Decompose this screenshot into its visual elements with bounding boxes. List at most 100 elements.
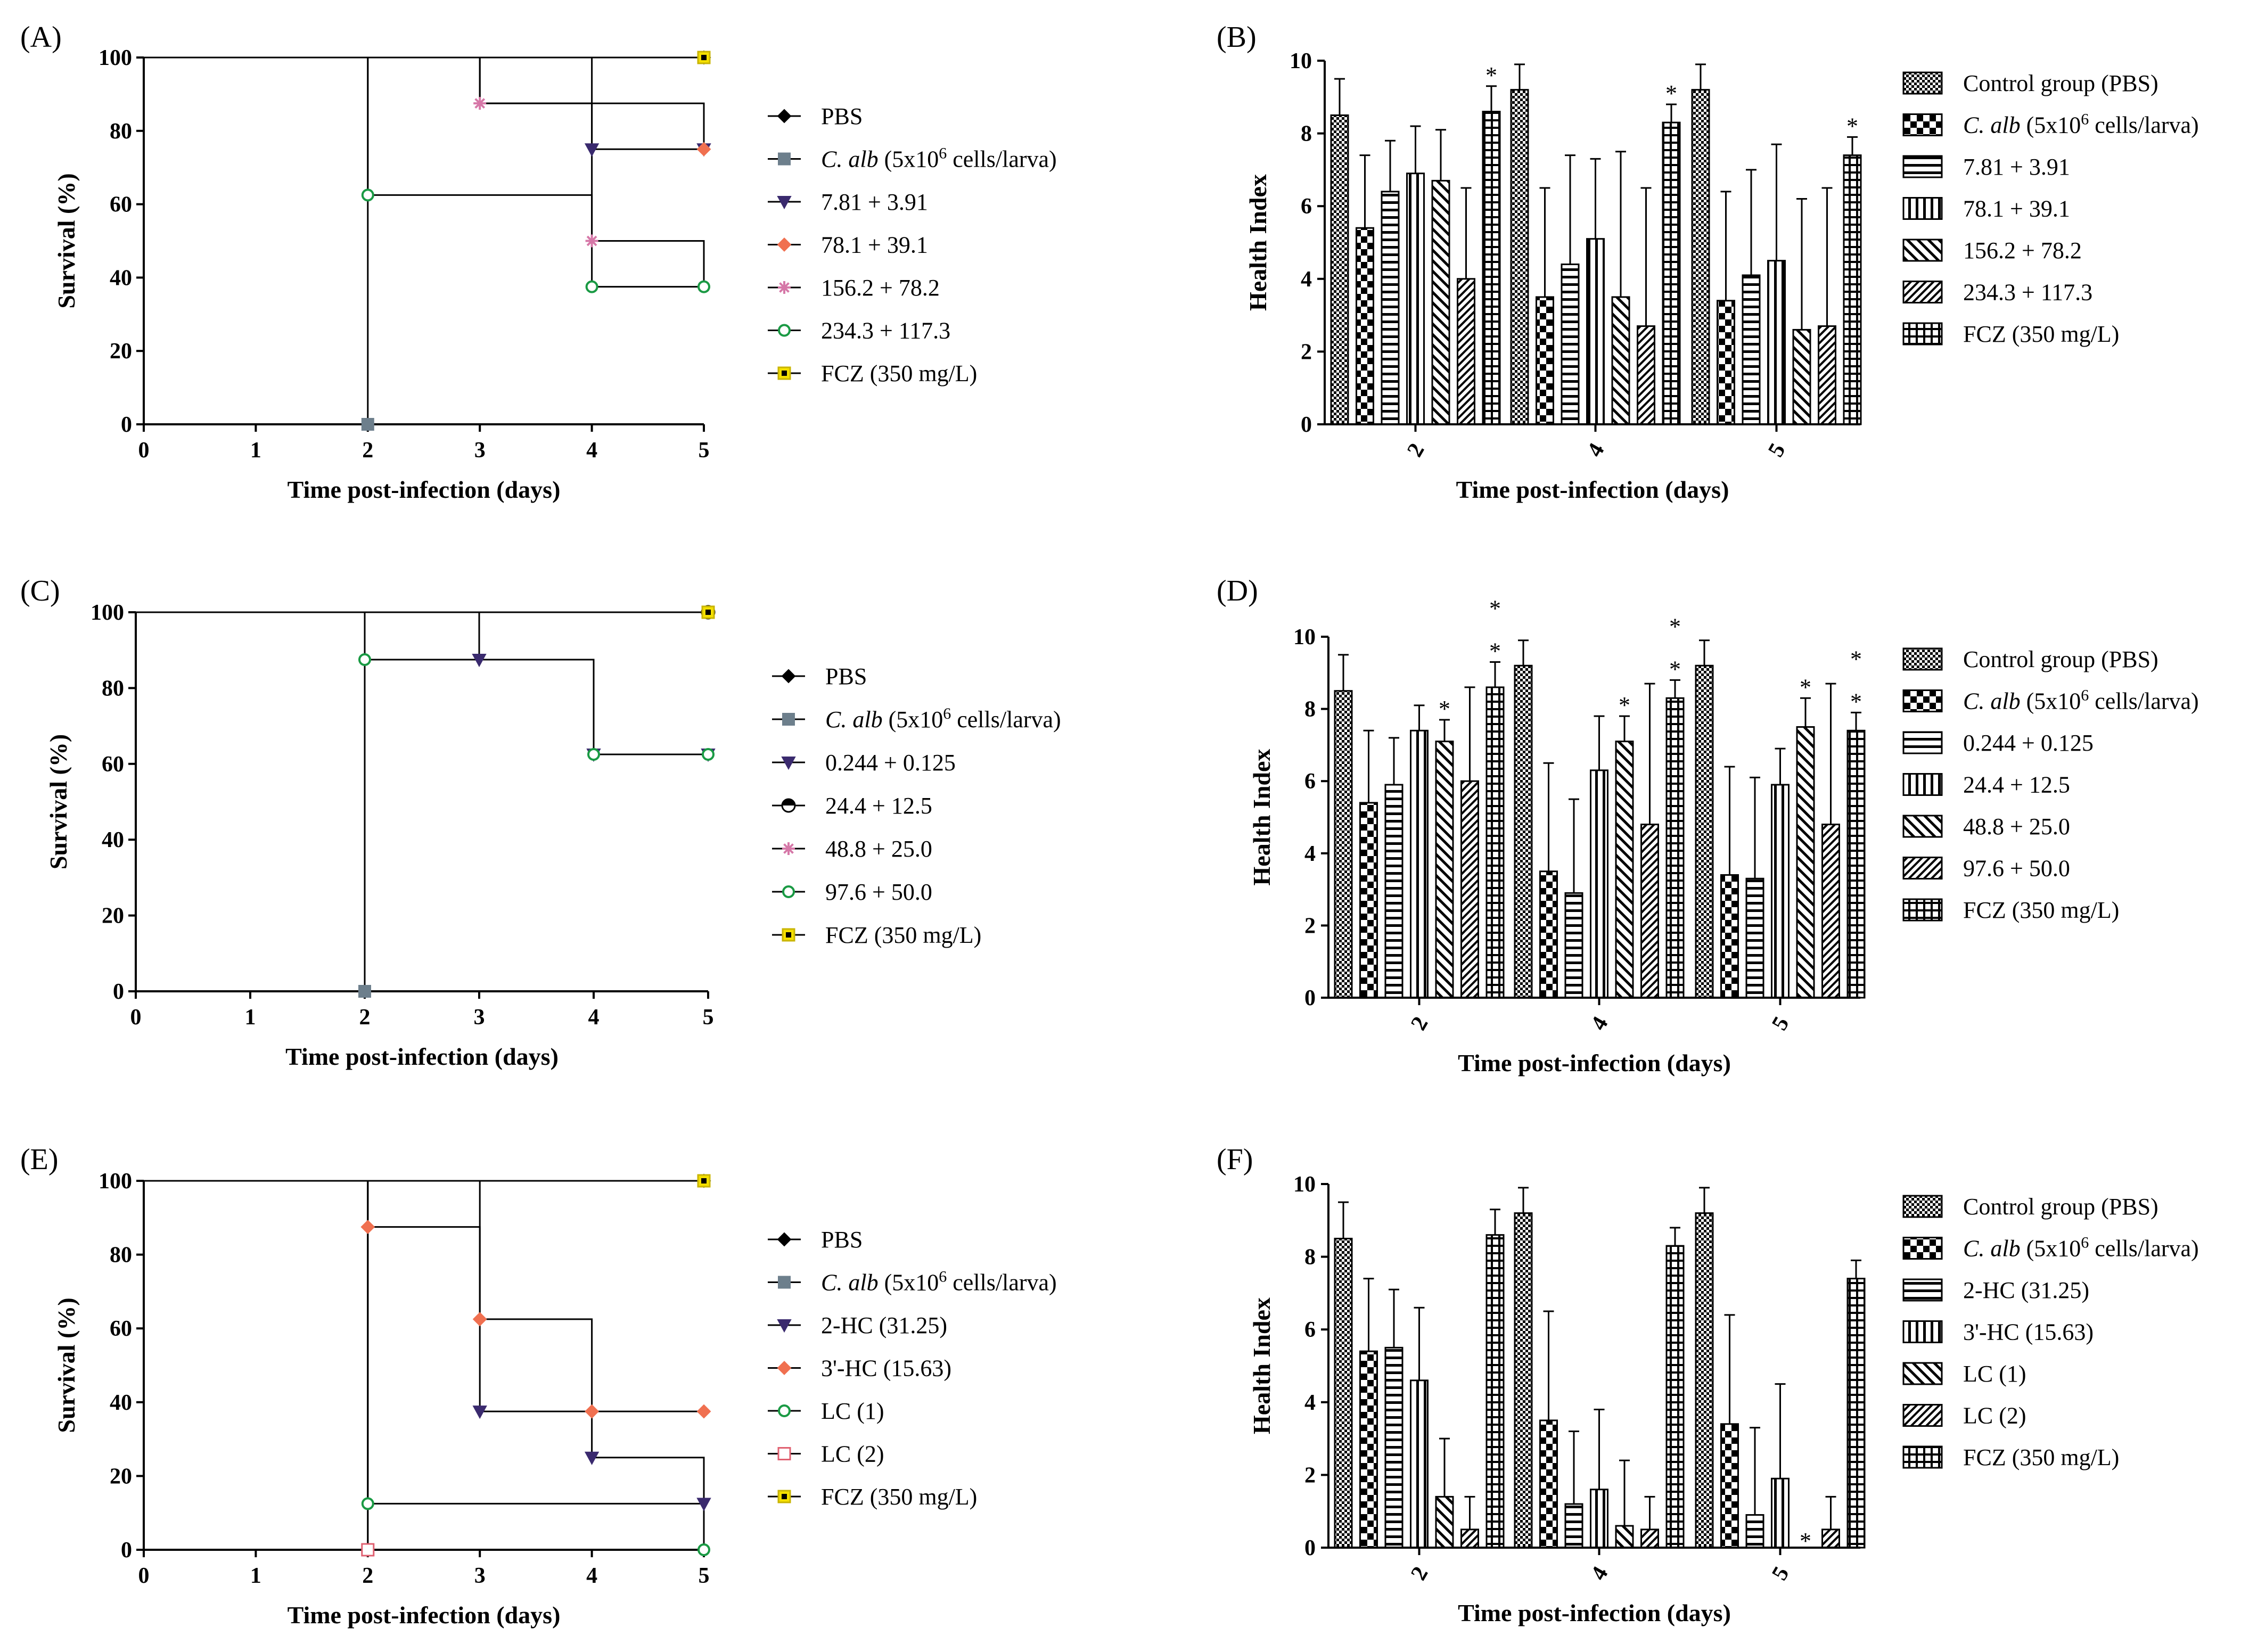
- legend-label-2: 2-HC (31.25): [821, 1312, 947, 1338]
- survival-line-4: [144, 56, 705, 287]
- survival-point-5-2: [697, 280, 710, 293]
- legend-label-4: 156.2 + 78.2: [1963, 237, 2082, 264]
- legend-label-3: 78.1 + 39.1: [821, 232, 928, 258]
- survival-point-2-1: [584, 1451, 600, 1465]
- bar-1-2: [1564, 892, 1583, 999]
- legend-label-5: 234.3 + 117.3: [821, 318, 950, 344]
- survival-point-4-0: [473, 97, 487, 110]
- x-axis-title: Time post-infection (days): [288, 1601, 561, 1629]
- bar-0-6: [1482, 111, 1501, 425]
- legend-swatch-5: [1902, 1404, 1943, 1427]
- y-tick-label: 80: [110, 119, 132, 144]
- y-tick-label: 0: [113, 980, 124, 1004]
- x-tick-label: 4: [1586, 1013, 1613, 1034]
- y-tick-label: 0: [1304, 1536, 1316, 1560]
- legend-marker-4: [778, 281, 791, 294]
- bar-1-3: [1590, 1489, 1608, 1549]
- y-tick-label: 10: [1293, 625, 1316, 650]
- bar-1-1: [1539, 1419, 1558, 1549]
- legend-marker-1: [778, 152, 791, 166]
- x-tick-label: 5: [1767, 1563, 1794, 1584]
- legend-swatch-4: [1902, 239, 1943, 262]
- panel-d: (D) * * * * * * * * * 0 2 4 6 8 10 2 4 5 Time post-infectio…: [1217, 574, 2199, 1076]
- survival-point-3-0: [360, 1220, 375, 1235]
- bar-2-6: [1843, 154, 1862, 425]
- legend-label-5: 234.3 + 117.3: [1963, 280, 2092, 306]
- survival-point-5-0: [361, 188, 374, 202]
- x-tick-label: 2: [1402, 439, 1429, 461]
- bar-1-3: [1586, 238, 1605, 425]
- bar-0-5: [1460, 780, 1479, 999]
- legend-marker-3-fill: [782, 799, 795, 806]
- bar-2-3: [1767, 260, 1786, 425]
- x-tick-label: 2: [359, 1005, 371, 1030]
- bar-2-5: [1821, 1528, 1840, 1549]
- survival-point-3-2: [585, 1404, 600, 1419]
- panel-label: (C): [20, 574, 60, 607]
- y-tick-label: 6: [1304, 1318, 1316, 1342]
- y-tick-label: 100: [99, 1169, 132, 1194]
- legend-swatch-1: [1902, 113, 1943, 136]
- legend-label-0: Control group (PBS): [1963, 70, 2158, 96]
- y-tick-label: 4: [1301, 267, 1312, 292]
- survival-line-2: [144, 1180, 705, 1504]
- y-axis-title: Health Index: [1244, 174, 1271, 311]
- survival-point-2-0: [472, 654, 487, 668]
- legend-label-3: 3'-HC (15.63): [1963, 1319, 2094, 1345]
- legend-label-4: LC (1): [1963, 1361, 2026, 1387]
- bar-1-0: [1514, 1212, 1533, 1549]
- survival-line-1: [144, 56, 369, 424]
- significance-star: *: [1800, 1528, 1811, 1554]
- bar-0-4: [1431, 179, 1450, 425]
- legend-label-1: C. alb (5x106 cells/larva): [825, 705, 1061, 733]
- legend-label-2: 2-HC (31.25): [1963, 1277, 2089, 1303]
- y-axis-title: Survival (%): [45, 734, 72, 869]
- legend-swatch-4: [1902, 815, 1943, 838]
- bar-1-1: [1539, 870, 1558, 999]
- bar-2-0: [1695, 1212, 1714, 1549]
- legend-marker-0: [777, 1232, 792, 1247]
- y-axis-title: Survival (%): [53, 173, 80, 308]
- y-tick-label: 100: [91, 601, 124, 625]
- significance-star: *: [1850, 688, 1862, 714]
- legend-label-4: LC (1): [821, 1398, 884, 1424]
- legend-swatch-6: [1902, 322, 1943, 346]
- x-tick-label: 2: [362, 438, 373, 463]
- x-tick-label: 2: [362, 1564, 373, 1588]
- legend-marker-3: [777, 1361, 792, 1375]
- legend-marker-6-center: [782, 371, 787, 376]
- y-tick-label: 0: [1304, 986, 1316, 1010]
- legend-label-1: C. alb (5x106 cells/larva): [821, 1268, 1057, 1296]
- significance-star: *: [1619, 692, 1630, 718]
- legend-label-6: FCZ (350 mg/L): [1963, 1444, 2119, 1470]
- legend-swatch-3: [1902, 197, 1943, 220]
- bar-0-4: [1435, 741, 1454, 999]
- panel-c: (C) 0 20 40 60 80 100 0 1 2 3 4 5 Time post-infection…: [20, 574, 1061, 1070]
- survival-point-3-3: [696, 1404, 711, 1419]
- x-tick-label: 5: [1767, 1013, 1794, 1034]
- survival-point-4-1: [697, 1543, 710, 1556]
- bar-0-5: [1460, 1528, 1479, 1549]
- legend-label-1: C. alb (5x106 cells/larva): [1963, 1234, 2199, 1262]
- x-tick-label: 4: [1582, 439, 1609, 461]
- bar-1-4: [1615, 741, 1634, 999]
- survival-line-4: [144, 1180, 705, 1550]
- y-tick-label: 4: [1304, 842, 1316, 866]
- bar-1-4: [1615, 1525, 1634, 1549]
- survival-point-4-0: [361, 1497, 374, 1510]
- survival-point-5-0: [358, 653, 371, 666]
- y-tick-label: 2: [1301, 340, 1312, 364]
- survival-point-6-0-center: [705, 610, 711, 615]
- bar-0-4: [1435, 1495, 1454, 1549]
- bar-2-1: [1720, 874, 1739, 999]
- legend-label-6: FCZ (350 mg/L): [825, 922, 981, 948]
- panel-label: (F): [1217, 1143, 1253, 1176]
- survival-point-3-1: [472, 1312, 487, 1327]
- legend-label-0: PBS: [825, 663, 867, 689]
- legend-label-1: C. alb (5x106 cells/larva): [821, 145, 1057, 172]
- panel-label: (D): [1217, 574, 1258, 607]
- legend-swatch-2: [1902, 155, 1943, 178]
- x-axis-title: Time post-infection (days): [1458, 1599, 1731, 1626]
- legend-marker-5: [778, 324, 791, 337]
